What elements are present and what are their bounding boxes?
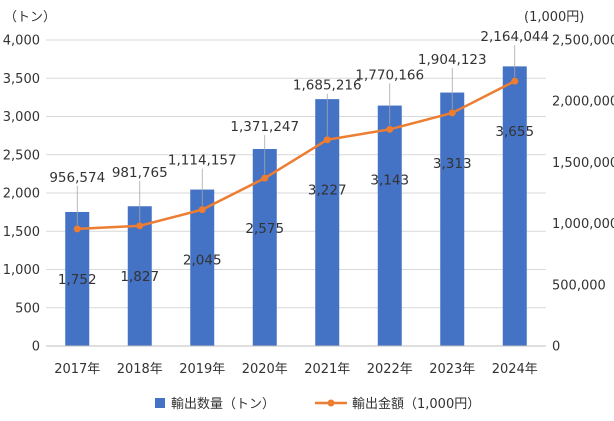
left-tick-label: 3,500 bbox=[3, 72, 40, 87]
line-value-label: 2,164,044 bbox=[480, 29, 549, 45]
bar-series bbox=[65, 66, 527, 347]
x-tick-label: 2023年 bbox=[429, 362, 475, 377]
line-value-label: 1,904,123 bbox=[418, 52, 487, 68]
bar-value-label: 1,827 bbox=[120, 269, 159, 285]
line-point bbox=[261, 174, 269, 182]
line-point bbox=[386, 125, 394, 133]
bar-value-label: 2,575 bbox=[245, 221, 284, 237]
axes: 0 500 1,000 1,500 2,000 2,500 3,000 3,500 4,000 0… bbox=[3, 34, 614, 378]
left-tick-label: 3,000 bbox=[3, 110, 40, 125]
x-tick-label: 2020年 bbox=[242, 362, 288, 377]
bar bbox=[315, 99, 340, 347]
x-tick-label: 2018年 bbox=[117, 362, 163, 377]
legend-line-label: 輸出金額（1,000円） bbox=[352, 396, 480, 412]
right-tick-label: 0 bbox=[552, 340, 560, 355]
bar bbox=[127, 206, 152, 346]
line-point bbox=[448, 109, 456, 117]
bar-value-label: 3,655 bbox=[495, 124, 534, 140]
bar-value-label: 3,227 bbox=[308, 183, 347, 199]
line-point bbox=[136, 222, 144, 230]
legend-line-marker bbox=[327, 399, 335, 407]
right-tick-label: 2,500,000 bbox=[552, 34, 614, 49]
left-tick-label: 1,500 bbox=[3, 225, 40, 240]
bar bbox=[502, 66, 527, 346]
line-point bbox=[73, 225, 81, 233]
legend: 輸出数量（トン） 輸出金額（1,000円） bbox=[155, 396, 480, 412]
right-tick-label: 1,000,000 bbox=[552, 217, 614, 232]
x-tick-label: 2021年 bbox=[304, 362, 350, 377]
right-tick-label: 1,500,000 bbox=[552, 156, 614, 171]
right-axis-unit: (1,000円) bbox=[524, 10, 584, 25]
line-series bbox=[73, 77, 519, 233]
bar bbox=[377, 105, 402, 346]
left-tick-label: 2,000 bbox=[3, 187, 40, 202]
legend-bar-swatch bbox=[155, 398, 165, 408]
bar-value-label: 3,313 bbox=[433, 156, 472, 172]
line-value-label: 1,685,216 bbox=[293, 78, 362, 94]
line-value-label: 981,765 bbox=[112, 165, 168, 181]
left-tick-label: 0 bbox=[32, 340, 40, 355]
left-tick-label: 4,000 bbox=[3, 34, 40, 49]
bar bbox=[190, 189, 215, 346]
right-tick-label: 2,000,000 bbox=[552, 95, 614, 110]
line-point bbox=[198, 206, 206, 214]
line-value-label: 1,770,166 bbox=[355, 67, 424, 83]
legend-bar-label: 輸出数量（トン） bbox=[171, 397, 275, 412]
x-tick-label: 2019年 bbox=[179, 362, 225, 377]
left-tick-label: 500 bbox=[15, 301, 40, 316]
line-value-label: 1,371,247 bbox=[230, 119, 299, 135]
bar bbox=[440, 92, 465, 346]
data-labels: 1,752 1,827 2,045 2,575 3,227 3,143 3,313 3,655… bbox=[49, 29, 549, 288]
x-tick-label: 2024年 bbox=[492, 362, 538, 377]
line-point bbox=[511, 77, 519, 85]
bar-value-label: 1,752 bbox=[58, 272, 97, 288]
x-tick-label: 2022年 bbox=[367, 362, 413, 377]
line-path bbox=[77, 80, 516, 231]
bar-value-label: 3,143 bbox=[370, 172, 409, 188]
bar bbox=[65, 211, 90, 346]
line-value-label: 956,574 bbox=[49, 170, 105, 186]
x-tick-label: 2017年 bbox=[54, 362, 100, 377]
right-tick-label: 500,000 bbox=[552, 278, 606, 293]
left-tick-label: 1,000 bbox=[3, 263, 40, 278]
bar-value-label: 2,045 bbox=[183, 253, 222, 269]
left-tick-label: 2,500 bbox=[3, 148, 40, 163]
left-axis-unit: （トン） bbox=[4, 10, 56, 25]
line-value-label: 1,114,157 bbox=[168, 153, 237, 169]
line-point bbox=[323, 136, 331, 144]
